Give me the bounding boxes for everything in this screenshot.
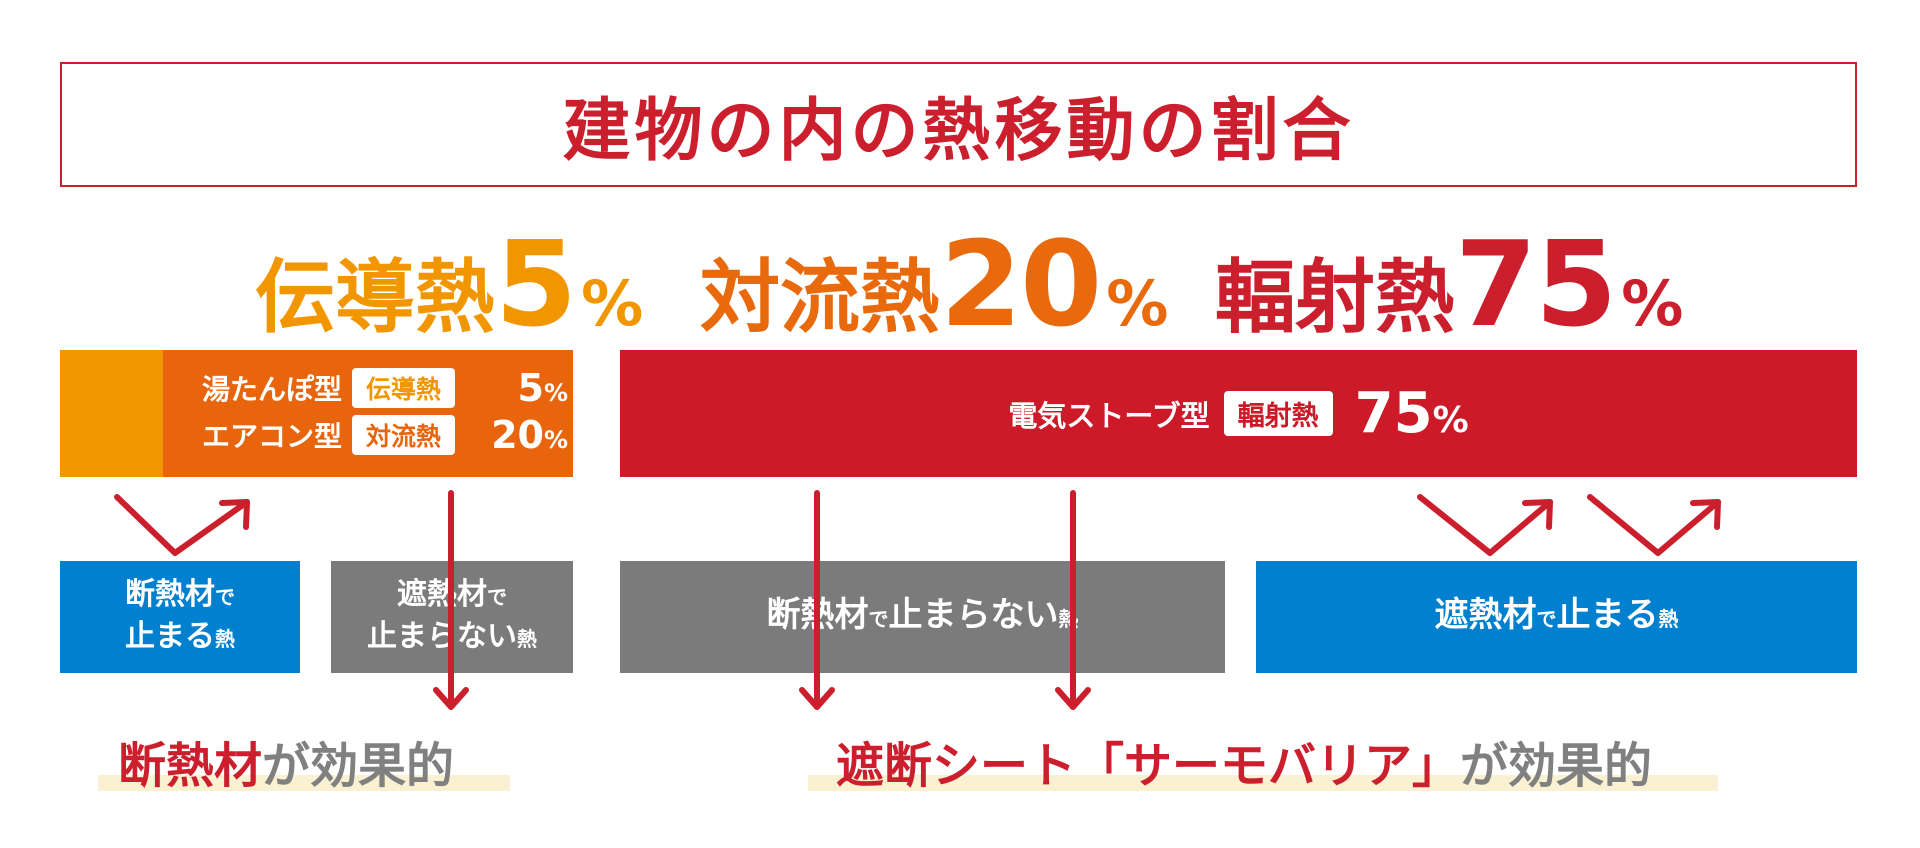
conclusion-left-highlight-band	[98, 775, 510, 791]
bounce-arrow-right-1	[1417, 494, 1553, 556]
conclusion-right-highlight-band	[808, 775, 1718, 791]
conclusion-right-highlight: 遮断シート「サーモバリア」	[836, 738, 1461, 794]
air-conditioner-label: エアコン型	[201, 420, 342, 453]
hot-water-bottle-row: 湯たんぽ型 伝導熱 5%	[122, 366, 568, 410]
hot-water-bottle-label: 湯たんぽ型	[201, 373, 342, 406]
radiation-badge: 輻射熱	[1223, 391, 1333, 436]
convection-badge: 対流熱	[352, 415, 456, 455]
electric-heater-label: 電気ストーブ型	[1008, 398, 1210, 433]
insulation-stops-heat-box: 断熱材で 止まる熱	[60, 561, 300, 673]
bounce-arrow-right-2	[1587, 494, 1721, 556]
air-conditioner-row: エアコン型 対流熱 20%	[122, 413, 568, 457]
headline-conduction-label: 伝導熱	[255, 251, 495, 344]
headline-radiation-unit: %	[1621, 267, 1684, 340]
headline-convection: 対流熱 20 %	[700, 215, 1168, 353]
conduction-convection-block: 湯たんぽ型 伝導熱 5% エアコン型 対流熱 20%	[60, 350, 573, 477]
radiation-block: 電気ストーブ型 輻射熱 75%	[620, 350, 1857, 477]
bounce-arrow-left	[114, 494, 250, 556]
conclusion-left-rest: が効果的	[262, 738, 455, 794]
diagram-title: 建物の内の熱移動の割合	[562, 92, 1355, 171]
conclusion-right-rest: が効果的	[1460, 738, 1653, 794]
headline-conduction-value: 5	[495, 215, 577, 353]
conduction-badge: 伝導熱	[352, 368, 456, 408]
conclusion-left: 断熱材 が効果的	[98, 725, 510, 797]
conclusion-right: 遮断シート「サーモバリア」 が効果的	[808, 725, 1718, 797]
headline-radiation: 輻射熱 75 %	[1215, 215, 1683, 353]
headline-conduction: 伝導熱 5 %	[255, 215, 643, 353]
headline-convection-label: 対流熱	[700, 251, 940, 344]
headline-conduction-unit: %	[581, 267, 644, 340]
convection-value: 20%	[491, 413, 569, 457]
title-box: 建物の内の熱移動の割合	[60, 62, 1857, 187]
conclusion-left-highlight: 断熱材	[118, 738, 263, 794]
headline-radiation-label: 輻射熱	[1215, 251, 1455, 344]
conduction-value: 5%	[517, 366, 569, 410]
headline-convection-unit: %	[1106, 267, 1169, 340]
headline-convection-value: 20	[940, 215, 1102, 353]
headline-radiation-value: 75	[1455, 215, 1617, 353]
radiation-value: 75%	[1354, 381, 1469, 446]
reflective-stops-heat-box: 遮熱材で止まる熱	[1256, 561, 1857, 673]
